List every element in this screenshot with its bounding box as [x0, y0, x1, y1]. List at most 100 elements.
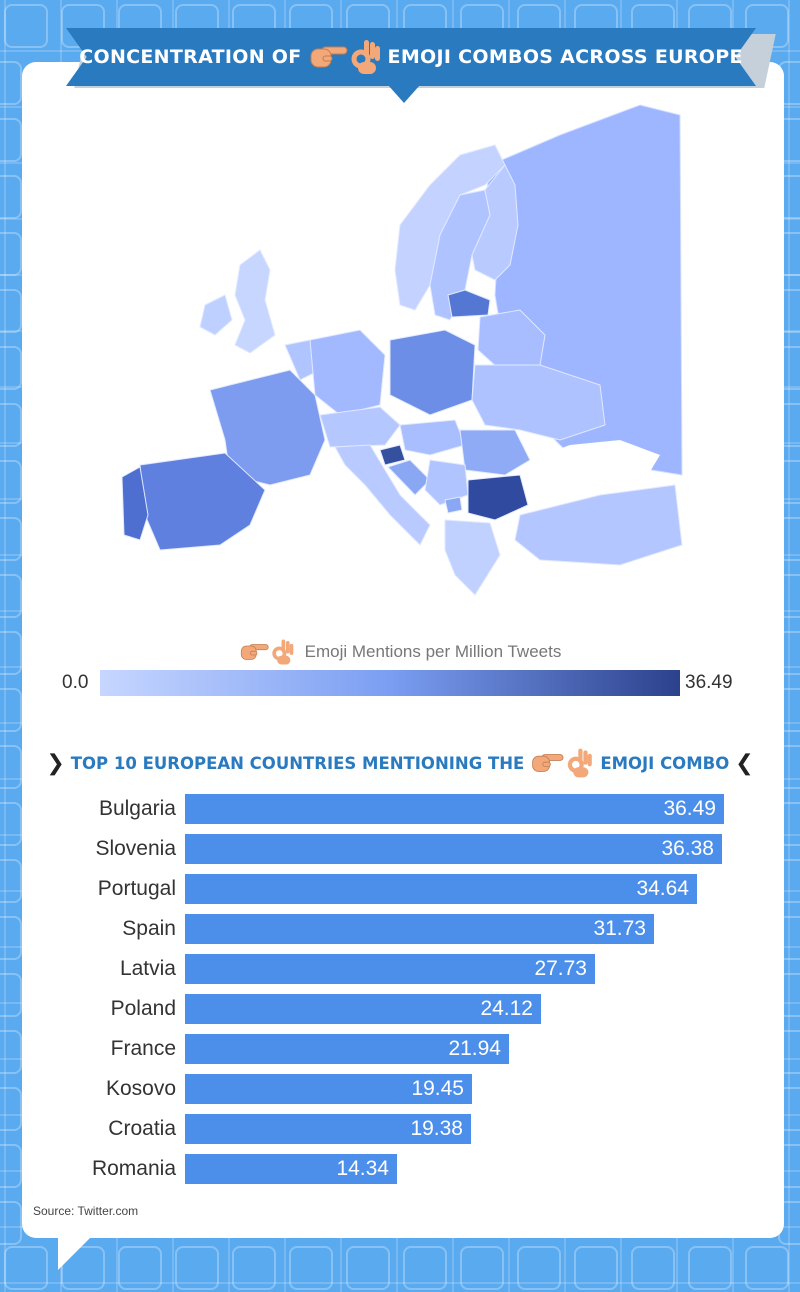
bar-value-label: 36.49: [663, 797, 716, 820]
background-tile: [574, 1246, 618, 1290]
map-region-bulgaria: [467, 474, 529, 521]
ok-hand-icon: [351, 40, 380, 74]
background-tile: [0, 688, 22, 732]
background-tile: [0, 403, 22, 447]
background-tile: [631, 1246, 675, 1290]
bar-value-label: 36.38: [661, 837, 714, 860]
background-tile: [460, 1246, 504, 1290]
background-tile: [403, 1246, 447, 1290]
source-note: Source: Twitter.com: [33, 1204, 139, 1218]
emoji-combo: [308, 38, 382, 76]
legend-label: Emoji Mentions per Million Tweets: [304, 642, 562, 661]
background-tile: [0, 175, 22, 219]
bar-category-label: Poland: [110, 997, 176, 1020]
bar-category-label: Romania: [91, 1157, 176, 1180]
bar-category-label: Croatia: [108, 1117, 176, 1140]
pointing-right-hand-icon: [240, 644, 269, 660]
bar-value-label: 14.34: [336, 1157, 389, 1180]
background-tile: [0, 61, 22, 105]
map-region-finland: [471, 164, 519, 281]
title-ribbon: [66, 28, 756, 86]
bar-category-label: Spain: [122, 917, 176, 940]
background-tile: [688, 1246, 732, 1290]
background-tile: [745, 1246, 789, 1290]
background-tile: [0, 574, 22, 618]
bar-chart-title-before: TOP 10 EUROPEAN COUNTRIES MENTIONING THE: [70, 753, 525, 773]
map-region-serbia: [424, 459, 469, 506]
map-black-sea: [530, 440, 660, 495]
bar-chart-title-after: EMOJI COMBO: [600, 753, 730, 773]
bar-spain: [185, 914, 654, 944]
background-tile: [0, 802, 22, 846]
bar-value-label: 21.94: [448, 1037, 501, 1060]
speech-bubble-tail: [58, 1230, 98, 1270]
background-tile: [0, 859, 22, 903]
map-region-greece: [444, 519, 501, 596]
map-region-spain: [139, 452, 266, 551]
background-tile: [0, 232, 22, 276]
legend-emoji-combo: [239, 638, 295, 666]
background-tile: [517, 1246, 561, 1290]
background-tile: [232, 1246, 276, 1290]
map-region-romania: [459, 429, 531, 476]
background-tile: [0, 460, 22, 504]
background-tile: [0, 1087, 22, 1131]
bar-croatia: [185, 1114, 471, 1144]
background-tile: [0, 745, 22, 789]
map-region-italy: [334, 444, 431, 546]
map-region-kosovo: [444, 496, 463, 514]
legend-max-label: 36.49: [685, 672, 733, 693]
map-region-uk: [234, 249, 276, 354]
bar-slovenia: [185, 834, 722, 864]
ok-hand-icon: [568, 748, 593, 778]
background-tile: [0, 973, 22, 1017]
background-tile: [175, 1246, 219, 1290]
background-tile: [0, 517, 22, 561]
bar-france: [185, 1034, 509, 1064]
bar-value-label: 24.12: [480, 997, 533, 1020]
legend-min-label: 0.0: [62, 672, 89, 693]
title-ribbon-notch: [388, 85, 420, 103]
bar-latvia: [185, 954, 595, 984]
bar-poland: [185, 994, 541, 1024]
page-title: CONCENTRATION OF EMOJI COMBOS ACROSS EUR…: [66, 28, 756, 86]
background-tile: [0, 1144, 22, 1188]
map-region-hungary: [399, 419, 466, 456]
bar-bulgaria: [185, 794, 724, 824]
bar-value-label: 19.45: [411, 1077, 464, 1100]
map-region-latvia: [447, 289, 491, 318]
europe-choropleth-map: [100, 95, 700, 620]
background-tile: [289, 1246, 333, 1290]
bar-value-label: 34.64: [636, 877, 689, 900]
bar-value-label: 31.73: [593, 917, 646, 940]
chevron-left-icon: ❮: [735, 750, 754, 776]
bar-category-label: Slovenia: [95, 837, 176, 860]
title-text-before: CONCENTRATION OF: [79, 46, 302, 68]
legend-title: Emoji Mentions per Million Tweets: [0, 638, 800, 666]
background-tile: [346, 1246, 390, 1290]
background-tile: [4, 4, 48, 48]
chevron-right-icon: ❯: [46, 750, 65, 776]
map-region-portugal: [121, 466, 149, 541]
background-tile: [4, 1246, 48, 1290]
background-tile: [0, 1030, 22, 1074]
bar-category-label: Kosovo: [105, 1077, 176, 1100]
background-tile: [0, 118, 22, 162]
bar-value-label: 19.38: [410, 1117, 463, 1140]
bar-category-label: France: [110, 1037, 176, 1060]
map-region-alps: [319, 406, 401, 448]
map-region-slovenia: [379, 444, 406, 466]
map-region-turkey: [514, 484, 683, 566]
map-region-ukraine: [471, 364, 606, 441]
background-tile: [0, 289, 22, 333]
subheader-emoji-combo: [530, 747, 594, 779]
bar-chart-title: ❯ TOP 10 EUROPEAN COUNTRIES MENTIONING T…: [0, 745, 800, 781]
bar-category-label: Latvia: [119, 957, 176, 980]
bar-romania: [185, 1154, 397, 1184]
background-tile: [0, 1201, 22, 1245]
bar-category-label: Portugal: [97, 877, 176, 900]
title-text-after: EMOJI COMBOS ACROSS EUROPE: [387, 46, 743, 68]
background-tile: [0, 631, 22, 675]
background-tile: [118, 1246, 162, 1290]
bar-kosovo: [185, 1074, 472, 1104]
